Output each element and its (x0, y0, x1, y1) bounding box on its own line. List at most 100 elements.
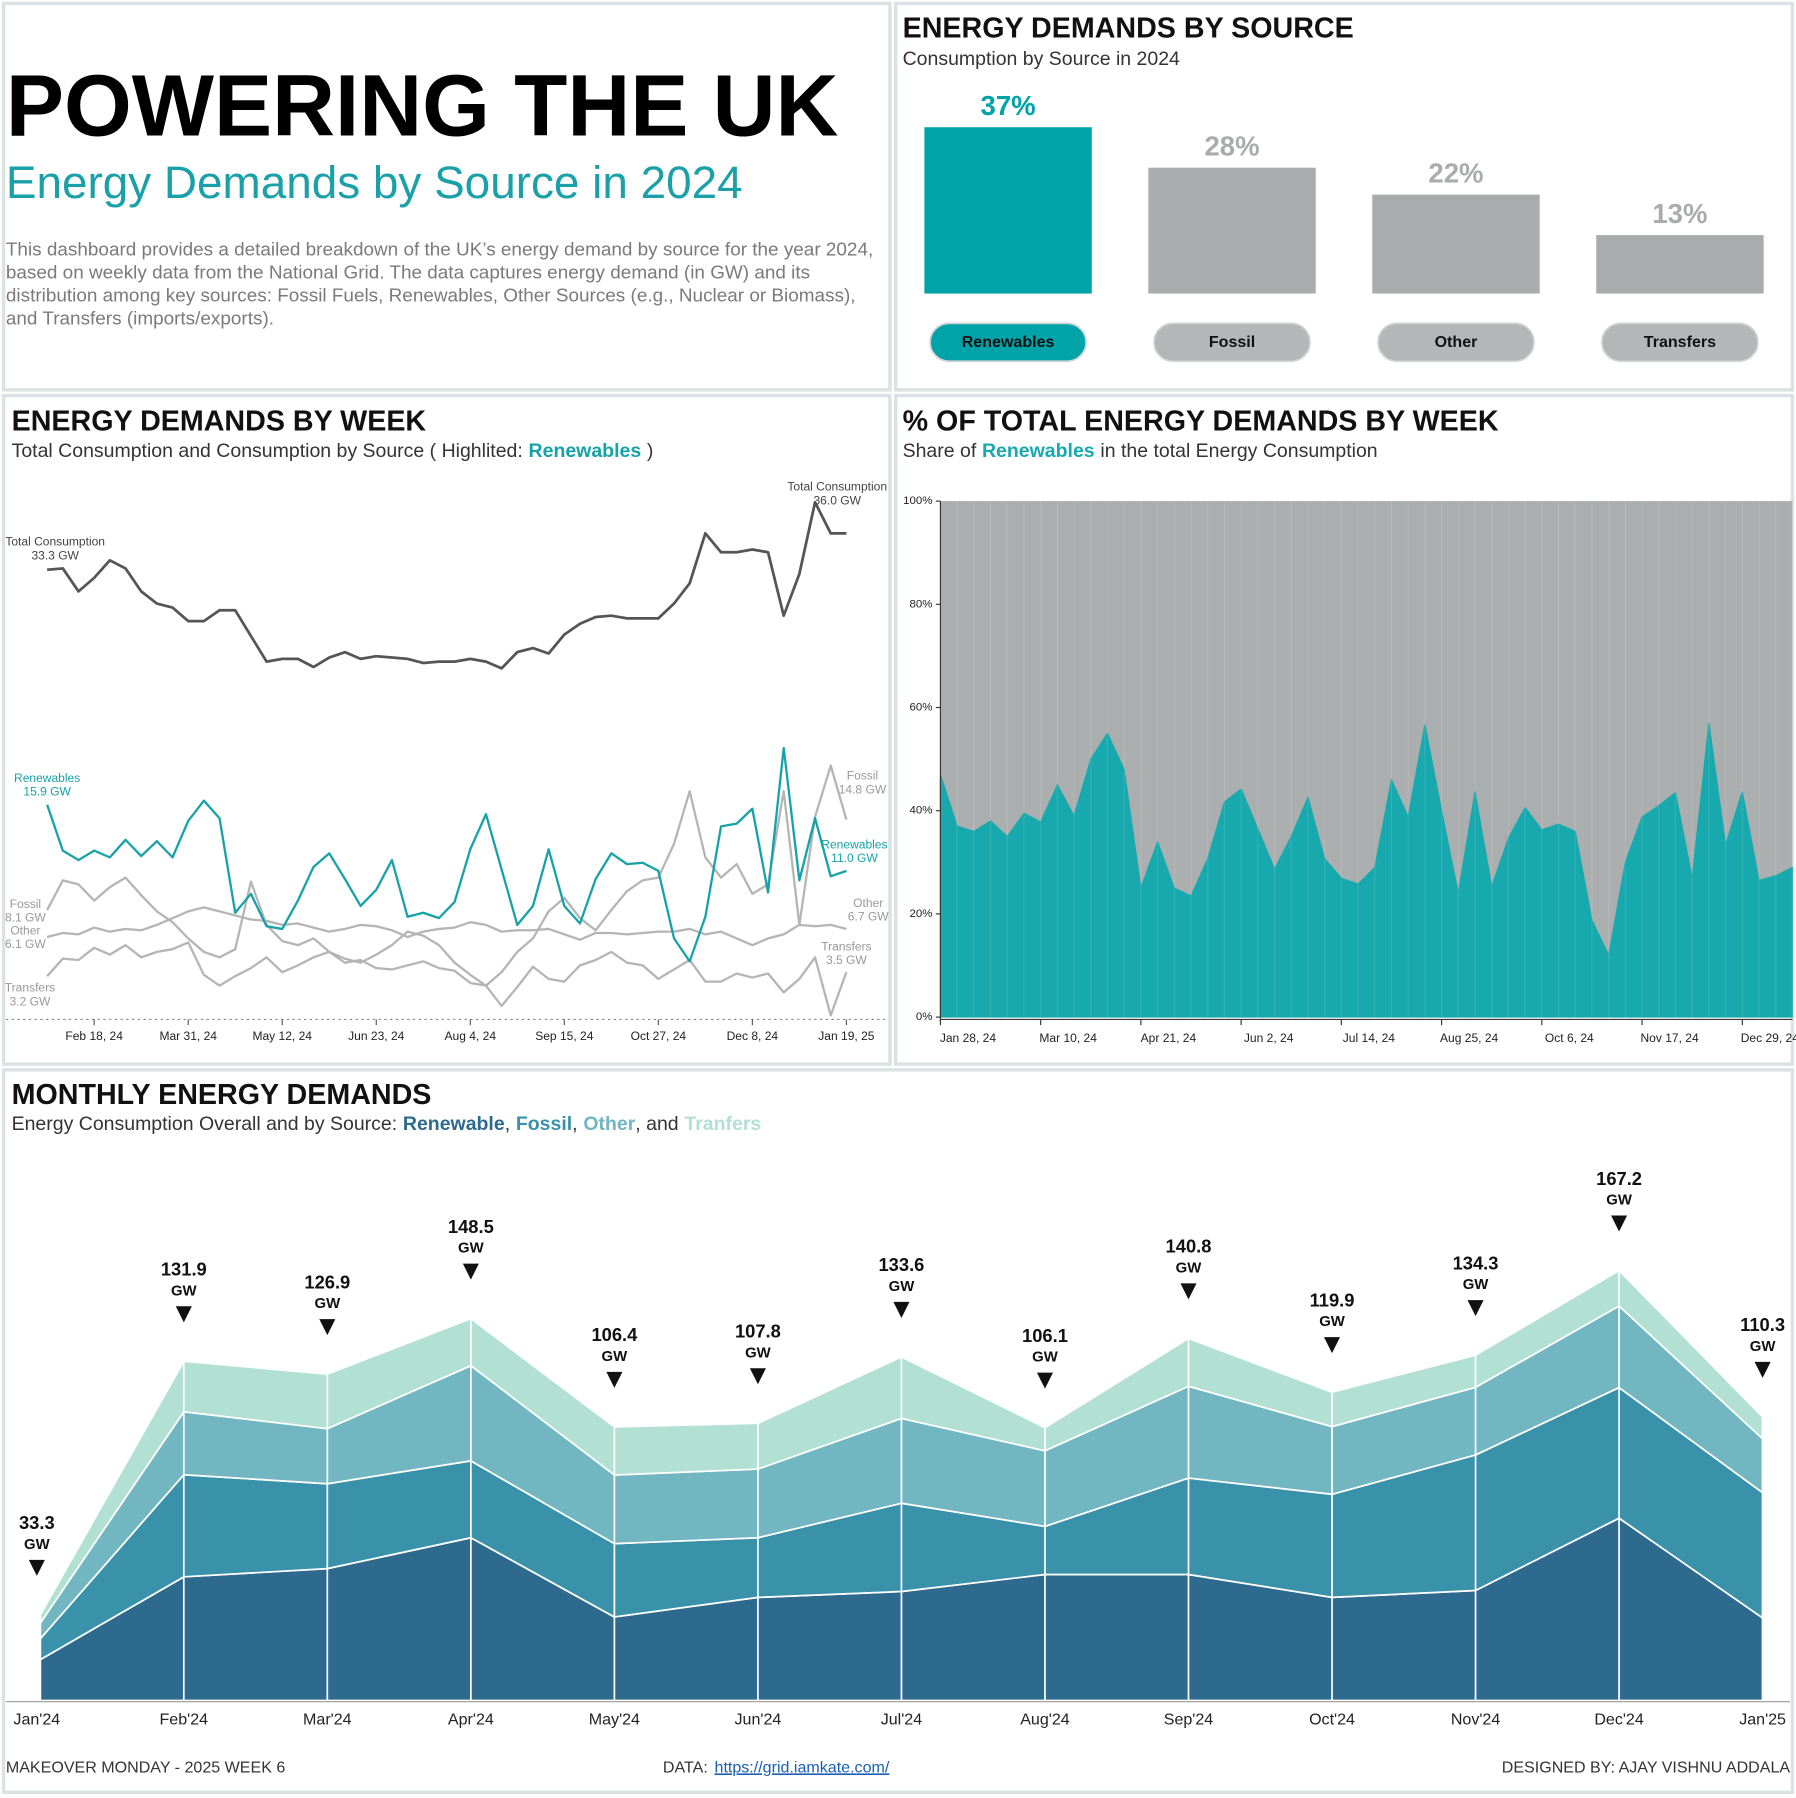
y-tick-label: 40% (909, 805, 932, 817)
total-marker (1323, 1337, 1341, 1354)
y-tick-label: 60% (909, 702, 932, 714)
series-line (46, 941, 848, 1017)
chart-title: ENERGY DEMANDS BY WEEK (12, 406, 427, 438)
total-unit: GW (745, 1345, 772, 1361)
chart-subtitle: Consumption by Source in 2024 (903, 48, 1180, 70)
total-marker (606, 1371, 623, 1388)
value-label: 22% (1428, 157, 1483, 188)
chart-title: ENERGY DEMANDS BY SOURCE (903, 12, 1354, 44)
x-tick-label: Mar 10, 24 (1039, 1031, 1097, 1045)
x-tick-label: Jan 19, 25 (818, 1029, 874, 1043)
x-tick-label: Oct'24 (1309, 1710, 1355, 1728)
series-value-label: 14.8 GW (839, 782, 887, 796)
series-name-label: Transfers (821, 939, 871, 953)
x-tick-label: Apr'24 (448, 1710, 494, 1728)
chart-title: % OF TOTAL ENERGY DEMANDS BY WEEK (903, 406, 1499, 438)
subtitle-join: , and (635, 1113, 678, 1135)
category-button[interactable] (1377, 322, 1535, 363)
total-label: 148.5 (448, 1216, 494, 1237)
x-tick-label: Jun 2, 24 (1244, 1031, 1294, 1045)
x-tick-label: Jun'24 (735, 1710, 782, 1728)
total-marker (1180, 1283, 1197, 1300)
x-tick-label: Dec 29, 24 (1741, 1031, 1796, 1045)
x-tick-label: Jul'24 (881, 1710, 923, 1728)
subtitle-join: , (505, 1113, 510, 1135)
page-title: POWERING THE UK (6, 57, 839, 154)
x-tick-label: Nov'24 (1451, 1710, 1501, 1728)
subtitle-source: Tranfers (684, 1113, 761, 1135)
x-tick-label: Jul 14, 24 (1343, 1031, 1395, 1045)
total-unit: GW (458, 1241, 485, 1257)
value-label: 28% (1204, 130, 1259, 161)
subtitle-part: ) (647, 440, 654, 462)
footer-right: DESIGNED BY: AJAY VISHNU ADDALA (1502, 1758, 1791, 1776)
total-label: 33.3 (19, 1512, 55, 1533)
total-unit: GW (171, 1283, 198, 1299)
x-tick-label: Aug'24 (1020, 1710, 1070, 1728)
total-unit: GW (1750, 1339, 1777, 1355)
series-name-label: Renewables (14, 771, 80, 785)
bar (1148, 167, 1316, 294)
value-label: 37% (981, 90, 1036, 121)
series-value-label: 36.0 GW (813, 493, 861, 507)
panel (1, 393, 892, 1066)
total-unit: GW (1319, 1314, 1346, 1330)
x-tick-label: Jan'24 (13, 1710, 60, 1728)
x-tick-label: May 12, 24 (252, 1029, 312, 1043)
x-tick-label: Feb 18, 24 (65, 1029, 123, 1043)
footer-left: MAKEOVER MONDAY - 2025 WEEK 6 (6, 1758, 285, 1776)
subtitle-source: Renewable (403, 1113, 505, 1135)
x-tick-label: Apr 21, 24 (1141, 1031, 1197, 1045)
series-name-label: Other (853, 896, 883, 910)
total-marker (175, 1306, 192, 1323)
category-button[interactable] (929, 322, 1087, 363)
y-tick-label: 20% (909, 908, 932, 920)
series-value-label: 6.7 GW (848, 910, 889, 924)
series-value-label: 3.2 GW (10, 994, 51, 1008)
x-tick-label: Jan'25 (1739, 1710, 1786, 1728)
total-label: 126.9 (304, 1271, 350, 1292)
total-label: 107.8 (735, 1321, 781, 1342)
total-label: 110.3 (1740, 1314, 1785, 1335)
total-marker (893, 1301, 910, 1318)
total-label: 140.8 (1166, 1236, 1212, 1257)
x-tick-label: Oct 6, 24 (1545, 1031, 1594, 1045)
subtitle-source: Other (583, 1113, 635, 1135)
x-tick-label: Jan 28, 24 (940, 1031, 996, 1045)
footer-data-label: DATA: (663, 1758, 708, 1776)
panel (1, 1, 892, 392)
category-button-label[interactable]: Fossil (1209, 333, 1255, 351)
total-unit: GW (1032, 1350, 1059, 1366)
footer-link[interactable]: https://grid.iamkate.com/ (715, 1758, 890, 1776)
series-line (46, 746, 847, 963)
subtitle-part: Energy Consumption Overall and by Source… (12, 1113, 398, 1135)
category-button-label[interactable]: Other (1435, 333, 1478, 351)
total-unit: GW (1463, 1277, 1490, 1293)
category-button[interactable] (1153, 322, 1311, 363)
x-tick-label: May'24 (589, 1710, 640, 1728)
series-name-label: Renewables (821, 837, 887, 851)
category-button[interactable] (1601, 322, 1759, 363)
series-value-label: 8.1 GW (5, 911, 46, 925)
total-marker (1036, 1372, 1053, 1389)
category-button-label[interactable]: Transfers (1644, 333, 1716, 351)
series-name-label: Other (10, 923, 40, 937)
total-label: 134.3 (1453, 1252, 1499, 1273)
total-marker (1467, 1300, 1484, 1317)
series-value-label: 3.5 GW (826, 953, 867, 967)
bar (1596, 235, 1764, 294)
y-tick-label: 100% (903, 495, 932, 507)
series-value-label: 15.9 GW (23, 785, 71, 799)
series-name-label: Total Consumption (787, 480, 887, 494)
chart-subtitle: Share of Renewables in the total Energy Co… (903, 440, 1378, 462)
y-tick-label: 0% (916, 1011, 933, 1023)
subtitle-part: Total Consumption and Consumption by Sou… (12, 440, 523, 462)
subtitle-join: , (572, 1113, 577, 1135)
total-label: 106.4 (591, 1324, 638, 1345)
description-box: This dashboard provides a detailed break… (6, 240, 873, 329)
total-unit: GW (1176, 1260, 1203, 1276)
chart-subtitle: Energy Consumption Overall and by Source… (12, 1113, 762, 1135)
category-button-label[interactable]: Renewables (962, 333, 1055, 351)
x-tick-label: Sep 15, 24 (535, 1029, 594, 1043)
chart-subtitle: Total Consumption and Consumption by Sou… (12, 440, 654, 462)
